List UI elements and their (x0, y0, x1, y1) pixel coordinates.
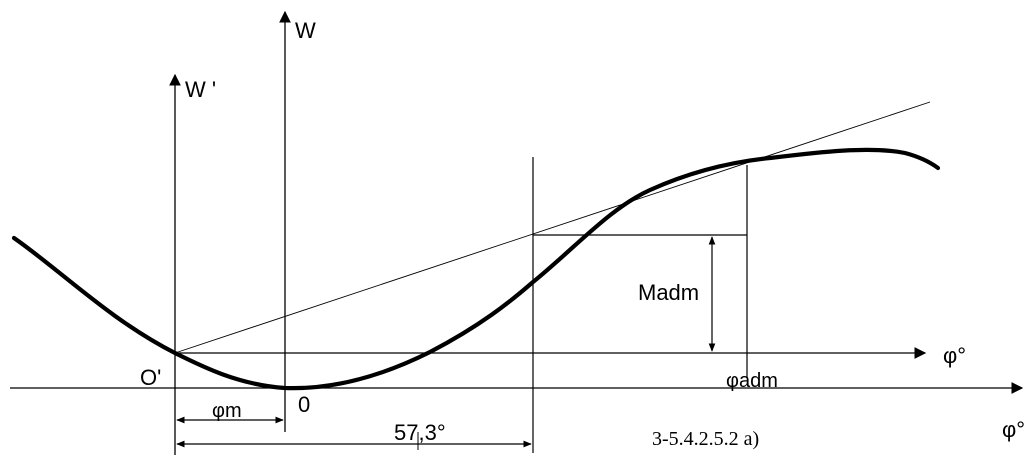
tangent-line (174, 101, 931, 354)
phi-axis-upper-label: φ° (943, 343, 966, 368)
w-prime-axis-label: W ' (185, 77, 216, 102)
origin-label: 0 (298, 392, 310, 417)
m-adm-label: Madm (638, 280, 699, 305)
w-axis-label: W (295, 18, 316, 43)
figure-caption: 3-5.4.2.5.2 a) (652, 428, 759, 450)
phi-axis-lower-label: φ° (1002, 417, 1025, 442)
righting-lever-curve (11, 147, 941, 391)
phi-adm-label: φadm (726, 370, 778, 392)
phi-m-label: φm (212, 400, 242, 422)
dimension-57-label: 57,3° (394, 420, 446, 445)
origin-prime-label: O' (140, 365, 161, 390)
